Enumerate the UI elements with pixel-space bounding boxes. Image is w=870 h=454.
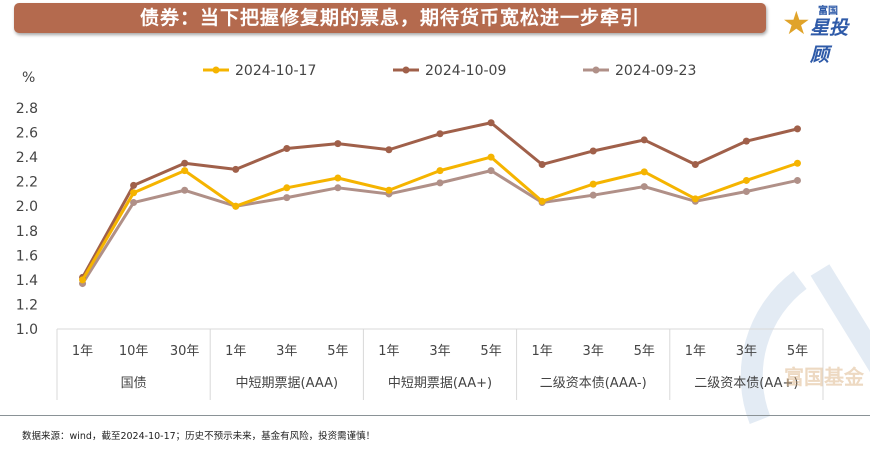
x-group-label: 中短期票据(AAA) xyxy=(236,376,339,391)
y-tick-label: 1.4 xyxy=(16,273,38,289)
logo-small-text: 富国 xyxy=(818,6,838,17)
data-point-2024-10-17 xyxy=(640,168,648,176)
data-point-2024-10-17 xyxy=(79,276,87,284)
data-point-2024-10-17 xyxy=(334,174,342,182)
data-point-2024-10-17 xyxy=(436,167,444,175)
data-point-2024-10-09 xyxy=(589,147,597,155)
x-tick-label: 5年 xyxy=(327,344,348,359)
y-axis-unit: % xyxy=(22,70,35,86)
y-tick-label: 1.6 xyxy=(16,248,38,264)
data-point-2024-10-17 xyxy=(385,186,393,194)
data-point-2024-09-23 xyxy=(793,176,801,184)
x-tick-label: 1年 xyxy=(72,344,93,359)
data-point-2024-10-09 xyxy=(640,136,648,144)
y-tick-label: 2.6 xyxy=(16,126,38,142)
x-tick-label: 30年 xyxy=(170,344,200,359)
x-tick-label: 5年 xyxy=(480,344,501,359)
data-point-2024-10-09 xyxy=(232,165,240,173)
x-group-label: 二级资本债(AAA-) xyxy=(540,376,647,391)
line-chart: 1.0 1.2 1.4 1.6 1.8 2.0 2.2 2.4 2.6 2.8% 1年 10年 30年国… xyxy=(16,63,824,400)
y-tick-label: 2.2 xyxy=(16,175,38,191)
data-point-2024-10-09 xyxy=(691,160,699,168)
data-point-2024-09-23 xyxy=(181,186,189,194)
data-point-2024-09-23 xyxy=(334,184,342,192)
data-point-2024-09-23 xyxy=(283,194,291,202)
x-tick-label: 5年 xyxy=(634,344,655,359)
data-point-2024-10-09 xyxy=(742,137,750,145)
y-tick-label: 2.8 xyxy=(16,101,38,117)
data-point-2024-10-09 xyxy=(334,140,342,148)
data-point-2024-10-17 xyxy=(283,184,291,192)
data-point-2024-09-23 xyxy=(742,187,750,195)
page-title: 债券：当下把握修复期的票息，期待货币宽松进一步牵引 xyxy=(14,3,766,33)
data-point-2024-09-23 xyxy=(436,179,444,187)
x-tick-label: 1年 xyxy=(225,344,246,359)
y-tick-label: 1.0 xyxy=(16,322,38,338)
watermark-text: 富国基金 xyxy=(784,365,864,389)
data-point-2024-10-09 xyxy=(436,130,444,138)
data-point-2024-10-09 xyxy=(538,160,546,168)
data-point-2024-10-17 xyxy=(742,176,750,184)
data-point-2024-10-17 xyxy=(181,167,189,175)
x-group-label: 国债 xyxy=(121,376,147,391)
data-point-2024-10-17 xyxy=(232,202,240,210)
legend-label: 2024-10-17 xyxy=(235,63,316,79)
data-point-2024-10-09 xyxy=(283,145,291,153)
series-line-2024-10-17 xyxy=(81,155,798,281)
logo-big-text: 星投顾 xyxy=(810,17,849,66)
data-point-2024-10-09 xyxy=(385,146,393,154)
data-point-2024-10-09 xyxy=(793,125,801,133)
data-point-2024-09-23 xyxy=(640,183,648,191)
y-tick-label: 2.4 xyxy=(16,150,38,166)
data-point-2024-10-17 xyxy=(130,189,138,197)
data-point-2024-10-17 xyxy=(538,197,546,205)
x-tick-label: 10年 xyxy=(119,344,149,359)
x-tick-label: 1年 xyxy=(378,344,399,359)
x-tick-label: 3年 xyxy=(429,344,450,359)
data-point-2024-09-23 xyxy=(487,167,495,175)
legend-label: 2024-10-09 xyxy=(425,63,506,79)
data-point-2024-10-09 xyxy=(130,181,138,189)
data-point-2024-09-23 xyxy=(589,191,597,199)
series-line-2024-09-23 xyxy=(81,169,798,285)
x-group-label: 二级资本债(AA+) xyxy=(694,376,798,391)
legend-marker xyxy=(212,66,220,74)
x-tick-label: 1年 xyxy=(685,344,706,359)
data-point-2024-10-17 xyxy=(691,195,699,203)
x-group-label: 中短期票据(AA+) xyxy=(388,376,492,391)
x-tick-label: 3年 xyxy=(583,344,604,359)
legend-marker xyxy=(402,66,410,74)
data-point-2024-09-23 xyxy=(130,199,138,207)
data-point-2024-10-17 xyxy=(793,159,801,167)
star-icon: ★ xyxy=(782,4,811,42)
x-tick-label: 5年 xyxy=(787,344,808,359)
legend-label: 2024-09-23 xyxy=(615,63,696,79)
y-tick-label: 2.0 xyxy=(16,199,38,215)
data-point-2024-10-17 xyxy=(487,153,495,161)
brand-logo: ★ 富国 星投顾 xyxy=(780,2,860,66)
data-point-2024-10-17 xyxy=(589,180,597,188)
footer-note: 数据来源：wind，截至2024-10-17；历史不预示未来，基金有风险，投资需… xyxy=(22,431,376,442)
y-tick-label: 1.8 xyxy=(16,224,38,240)
legend-marker xyxy=(592,66,600,74)
y-tick-label: 1.2 xyxy=(16,297,38,313)
data-point-2024-10-09 xyxy=(181,159,189,167)
x-tick-label: 3年 xyxy=(276,344,297,359)
x-tick-label: 1年 xyxy=(531,344,552,359)
data-point-2024-10-09 xyxy=(487,119,495,127)
footer-divider xyxy=(0,415,870,416)
x-tick-label: 3年 xyxy=(736,344,757,359)
